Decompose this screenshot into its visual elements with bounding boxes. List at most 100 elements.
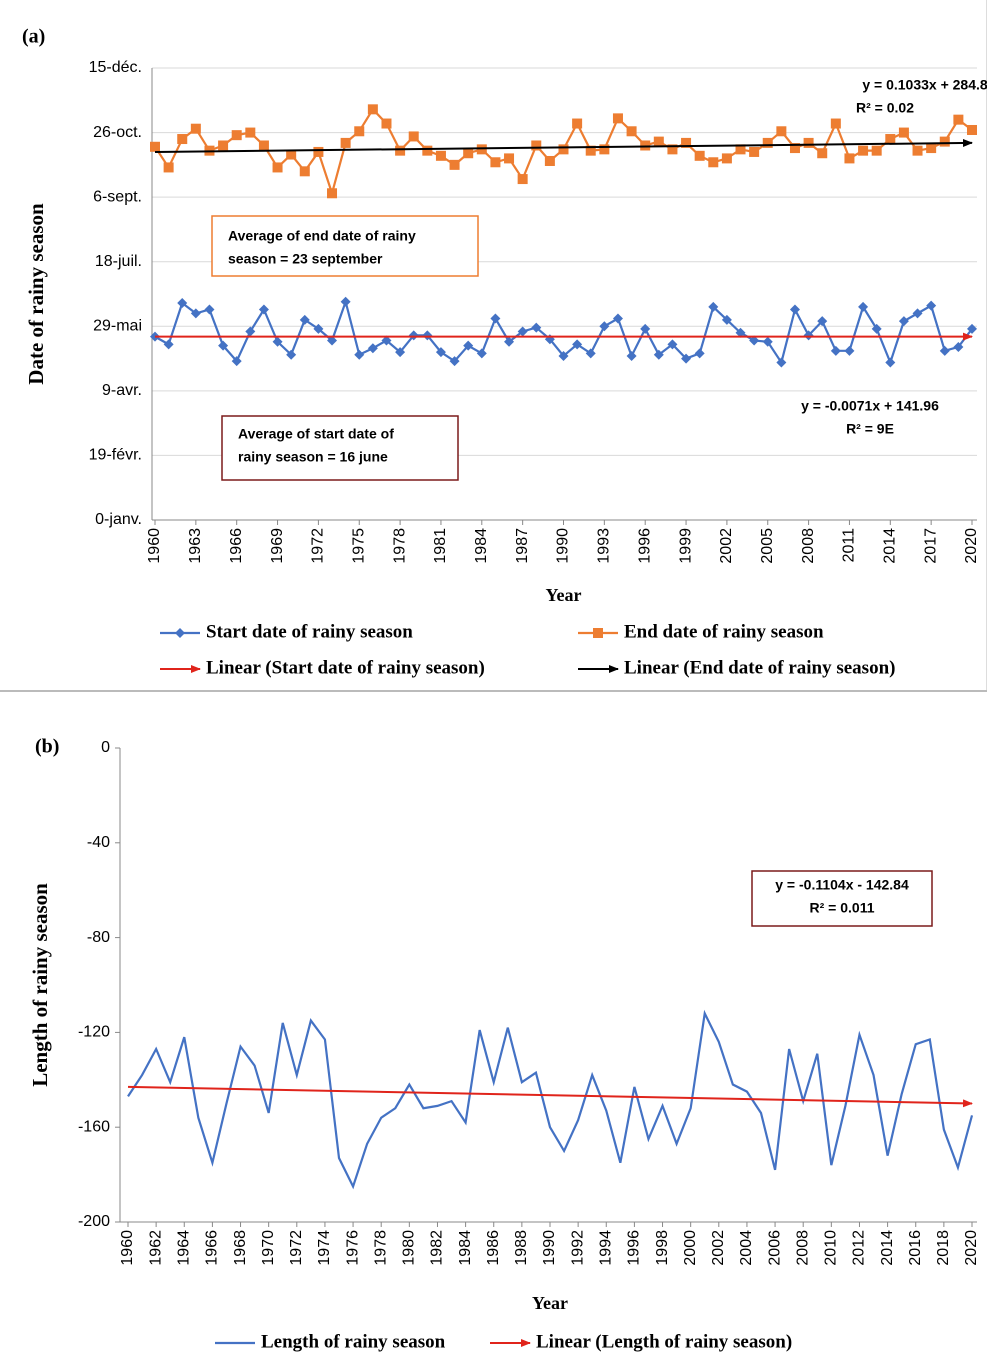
y-tick-label: 0-janv. <box>95 511 142 528</box>
data-point <box>354 349 365 360</box>
data-point <box>667 144 678 155</box>
x-tick-label: 2016 <box>907 1230 924 1266</box>
data-point <box>313 146 324 157</box>
data-point <box>435 150 446 161</box>
x-tick-label: 1990 <box>541 1230 558 1266</box>
data-point <box>504 153 515 164</box>
data-point <box>640 140 651 151</box>
x-tick-label: 1993 <box>596 528 613 564</box>
data-point <box>313 323 324 334</box>
legend-label: Linear (Length of rainy season) <box>536 1331 792 1352</box>
x-tick-label: 1969 <box>269 528 286 564</box>
data-point <box>258 304 269 315</box>
x-tick-label: 1988 <box>513 1230 530 1266</box>
data-point <box>681 353 692 364</box>
x-tick-label: 1987 <box>514 528 531 564</box>
data-point <box>381 335 392 346</box>
x-tick-label: 1984 <box>457 1230 474 1266</box>
x-tick-label: 1966 <box>204 1230 221 1266</box>
data-point <box>694 150 705 161</box>
data-point <box>435 347 446 358</box>
data-point <box>803 330 814 341</box>
x-tick-label: 1966 <box>228 528 245 564</box>
y-tick-label: 0 <box>101 739 110 756</box>
x-tick-label: 2006 <box>766 1230 783 1266</box>
data-point <box>422 330 433 341</box>
data-point <box>681 137 692 148</box>
data-point <box>558 144 569 155</box>
annotation-text: R² = 9E <box>846 421 894 437</box>
data-point <box>204 304 215 315</box>
x-tick-label: 2014 <box>882 528 899 564</box>
y-tick-label: -200 <box>78 1213 110 1230</box>
legend-marker <box>593 628 603 638</box>
data-point <box>245 127 256 138</box>
legend-label: Start date of rainy season <box>206 621 413 642</box>
data-point <box>299 166 310 177</box>
annotation-text: R² = 0.011 <box>810 900 875 916</box>
x-tick-label: 1986 <box>485 1230 502 1266</box>
x-tick-label: 1978 <box>391 528 408 564</box>
y-tick-label: 29-mai <box>93 318 142 335</box>
x-tick-label: 1960 <box>146 528 163 564</box>
x-tick-label: 2008 <box>794 1230 811 1266</box>
data-point <box>817 148 828 159</box>
y-tick-label: 26-oct. <box>93 124 142 141</box>
data-point <box>612 313 623 324</box>
x-tick-label: 1975 <box>350 528 367 564</box>
data-point <box>299 314 310 325</box>
data-point <box>912 145 923 156</box>
x-tick-label: 1974 <box>316 1230 333 1266</box>
y-axis-title: Length of rainy season <box>28 883 52 1087</box>
series-line <box>127 1009 974 1190</box>
data-point <box>449 356 460 367</box>
data-point <box>967 124 977 135</box>
data-point <box>708 301 719 312</box>
x-tick-label: 1984 <box>473 528 490 564</box>
x-tick-label: 1996 <box>626 1230 643 1266</box>
x-tick-label: 1972 <box>288 1230 305 1266</box>
data-point <box>858 301 869 312</box>
legend-label: Length of rainy season <box>261 1331 446 1352</box>
data-point <box>272 162 283 173</box>
data-point <box>463 340 474 351</box>
x-tick-label: 1968 <box>232 1230 249 1266</box>
data-point <box>749 146 760 157</box>
data-point <box>721 314 732 325</box>
data-point <box>939 136 950 147</box>
data-point <box>926 143 937 154</box>
data-point <box>517 326 528 337</box>
data-point <box>953 341 964 352</box>
legend-label: Linear (End date of rainy season) <box>624 657 895 678</box>
data-point <box>830 118 841 129</box>
data-point <box>190 308 201 319</box>
data-point <box>844 345 855 356</box>
data-point <box>490 313 501 324</box>
x-tick-label: 2010 <box>823 1230 840 1266</box>
data-point <box>544 155 555 166</box>
data-point <box>463 148 474 159</box>
data-point <box>926 300 937 311</box>
annotation-text: y = 0.1033x + 284.8 <box>862 77 987 93</box>
y-tick-label: 19-févr. <box>89 447 142 464</box>
x-axis-title: Year <box>546 585 582 605</box>
data-point <box>953 114 964 125</box>
data-point <box>898 316 909 327</box>
data-point <box>667 339 678 350</box>
data-point <box>476 348 487 359</box>
data-point <box>340 137 351 148</box>
data-point <box>885 357 896 368</box>
data-point <box>830 345 841 356</box>
x-tick-label: 1960 <box>119 1230 136 1266</box>
data-point <box>395 145 406 156</box>
data-point <box>640 323 651 334</box>
x-tick-label: 1990 <box>555 528 572 564</box>
x-tick-label: 1992 <box>569 1230 586 1266</box>
y-tick-label: 9-avr. <box>102 382 142 399</box>
data-point <box>231 356 242 367</box>
annotation-text: season = 23 september <box>228 251 383 267</box>
data-point <box>218 340 229 351</box>
panel-label: (b) <box>35 736 59 758</box>
